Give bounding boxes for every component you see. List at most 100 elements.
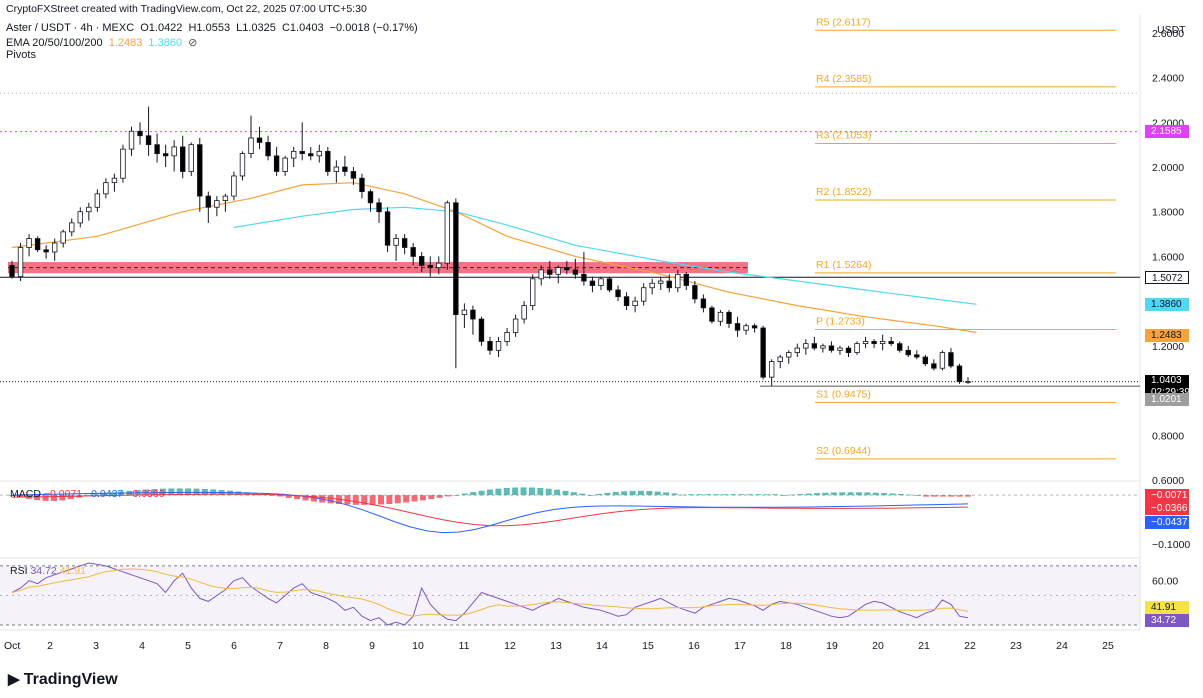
pivot-label-r2: R2 (1.8522) [816, 186, 871, 198]
candle [717, 311, 724, 322]
macd-histogram-bar [721, 494, 728, 496]
candle [786, 352, 792, 358]
candle [299, 150, 305, 155]
candle [692, 285, 698, 300]
macd-histogram-bar [294, 495, 301, 500]
macd-histogram-bar [822, 492, 829, 496]
macd-histogram-bar [386, 495, 393, 504]
macd-signal-line [11, 493, 969, 527]
candle [615, 289, 621, 298]
candle [145, 135, 152, 146]
ema100-line [233, 206, 977, 305]
x-tick-label: 15 [642, 640, 654, 652]
macd-histogram-bar [176, 488, 183, 496]
candle [521, 305, 527, 320]
candle [871, 340, 877, 345]
ema-legend[interactable]: EMA 20/50/100/200 1.2483 1.3860 ⊘ [6, 36, 200, 49]
candle [26, 238, 32, 248]
macd-hist-tag: −0.0071 [1145, 489, 1189, 503]
macd-histogram-bar [663, 492, 670, 496]
macd-histogram-bar [897, 494, 904, 496]
candle [862, 340, 869, 345]
candle [316, 150, 322, 157]
close-value: C1.0403 [281, 22, 324, 34]
open-value: O1.0422 [140, 22, 183, 34]
macd-histogram-bar [839, 492, 846, 496]
x-tick-label: 10 [412, 640, 424, 652]
x-tick-label: 13 [550, 640, 562, 652]
macd-histogram-bar [554, 489, 561, 496]
macd-histogram-bar [470, 492, 477, 496]
x-tick-label: 11 [459, 640, 470, 652]
candle [598, 278, 604, 286]
candle [231, 175, 237, 197]
macd-histogram-bar [17, 495, 24, 498]
candle [675, 273, 681, 289]
macd-histogram-bar [67, 495, 74, 500]
tradingview-logo[interactable]: ▶ TradingView [8, 670, 118, 689]
candle [384, 211, 391, 246]
candle [60, 231, 66, 244]
candle [393, 238, 399, 246]
macd-legend[interactable]: MACD −0.0071 −0.0437 −0.0366 [10, 488, 164, 500]
candle [547, 269, 553, 275]
macd-histogram-bar [428, 495, 435, 500]
y-tick-label: 2.0000 [1152, 162, 1184, 174]
macd-histogram-bar [487, 489, 493, 496]
candle [555, 267, 561, 275]
candle [43, 249, 49, 253]
candle [410, 247, 416, 257]
candle [137, 130, 143, 137]
macd-histogram-bar [537, 487, 544, 496]
candle [888, 340, 894, 345]
candle [803, 343, 809, 349]
macd-histogram-bar [587, 495, 594, 496]
candle [34, 238, 41, 251]
macd-histogram-bar [654, 491, 661, 496]
candle [589, 280, 596, 286]
candle [188, 144, 194, 172]
candle [51, 242, 58, 253]
macd-histogram-bar [168, 488, 175, 496]
macd-histogram-bar [369, 495, 376, 505]
candle [658, 280, 664, 284]
y-tick-label: 1.6000 [1152, 251, 1184, 263]
macd-histogram-bar [9, 495, 15, 496]
candle [401, 238, 408, 248]
pivots-legend[interactable]: Pivots [6, 49, 36, 61]
candle [777, 356, 783, 362]
ema50-line [11, 182, 977, 334]
candle [794, 347, 800, 353]
macd-histogram-bar [814, 493, 821, 496]
candle [359, 177, 365, 193]
candle [572, 269, 579, 275]
macd-histogram-bar [478, 490, 485, 496]
x-tick-label: 4 [139, 640, 145, 652]
candle [828, 345, 835, 351]
macd-histogram-bar [352, 495, 359, 505]
rsi-legend[interactable]: RSI 34.72 41.91 [10, 565, 86, 577]
macd-histogram-bar [956, 495, 963, 497]
candle [768, 361, 775, 378]
candle [350, 171, 357, 179]
candle [734, 323, 741, 331]
macd-histogram-bar [931, 495, 938, 497]
macd-histogram-bar [59, 495, 66, 501]
macd-histogram-bar [394, 495, 401, 504]
macd-histogram-bar [562, 490, 569, 496]
candle [290, 150, 297, 159]
macd-histogram-bar [377, 495, 384, 505]
rsi-y-tick: 60.00 [1152, 576, 1178, 588]
candle [248, 137, 254, 155]
macd-histogram-bar [34, 495, 41, 501]
symbol-label[interactable]: Aster / USDT · 4h · MEXC [6, 22, 135, 34]
macd-histogram-bar [302, 495, 309, 501]
candle [529, 278, 536, 307]
x-tick-label: 21 [918, 640, 930, 652]
y-tick-label: 0.8000 [1152, 430, 1184, 442]
pivot-label-r4: R4 (2.3585) [816, 73, 871, 85]
candle [222, 195, 229, 201]
eye-icon[interactable]: ⊘ [188, 37, 198, 49]
macd-histogram-bar [914, 495, 921, 496]
candle [709, 307, 715, 322]
